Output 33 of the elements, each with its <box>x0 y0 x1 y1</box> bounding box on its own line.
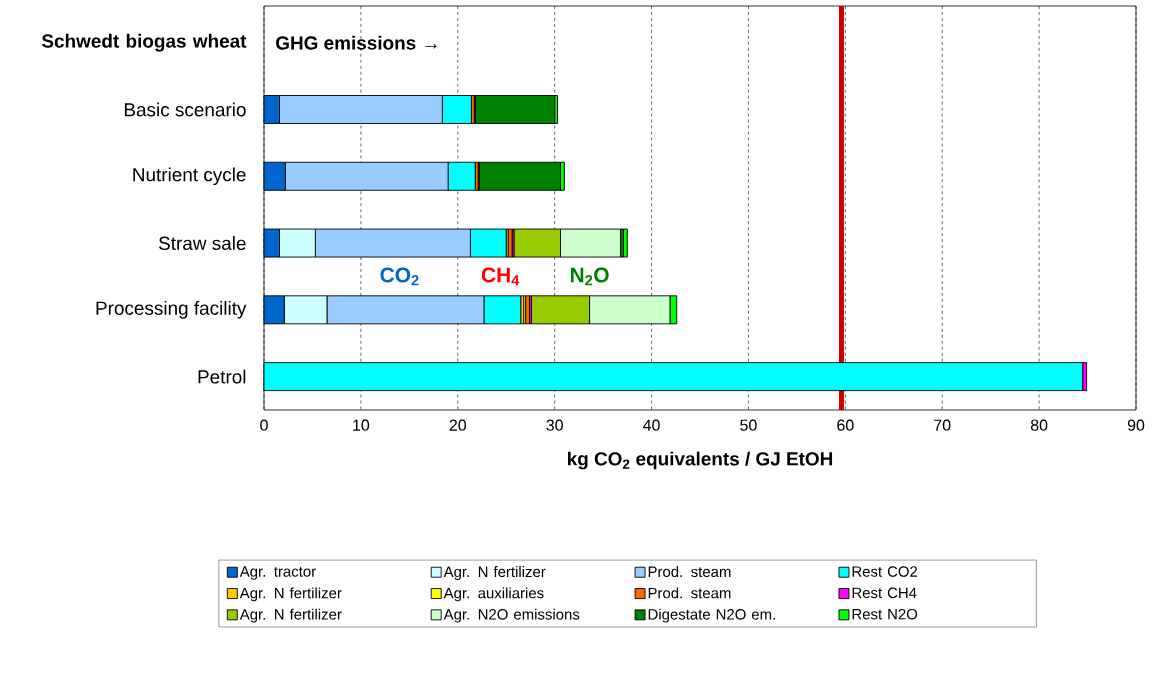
x-axis-title: kg CO$_{2}$ equivalents / GJ EtOH <box>568 451 833 470</box>
y-tick-label: Petrol <box>198 369 246 384</box>
legend-label: Agr. auxiliaries <box>443 587 544 602</box>
legend-label: Rest N2O <box>852 608 918 620</box>
y-tick-label: Straw sale <box>158 236 246 250</box>
annotation: N$_{2}$O <box>570 267 609 286</box>
x-tick-label: 30 <box>546 419 563 431</box>
x-tick-label: 70 <box>934 419 951 431</box>
x-tick-label: 10 <box>353 419 370 431</box>
legend-label: Prod. steam <box>648 587 731 599</box>
x-tick-label: 50 <box>740 419 757 431</box>
x-tick-label: 60 <box>837 419 854 431</box>
legend-label: Agr. N fertilizer <box>443 566 546 580</box>
legend-label: Agr. N2O emissions <box>443 608 580 623</box>
chart-title: Schwedt biogas wheat <box>41 33 247 52</box>
legend-label: Agr. N fertilizer <box>239 587 342 602</box>
annotation: CO$_{2}$ <box>380 267 419 286</box>
y-tick-label: Nutrient cycle <box>133 167 246 186</box>
x-tick-label: 80 <box>1030 419 1048 431</box>
legend-label: Digestate N2O em. <box>648 608 775 623</box>
legend-label: Prod. steam <box>648 566 731 578</box>
x-tick-label: 40 <box>643 419 660 431</box>
legend-label: Agr. N fertilizer <box>239 608 342 623</box>
x-tick-label: 20 <box>449 419 467 431</box>
x-tick-label: 0 <box>260 419 268 431</box>
legend-label: Rest CO2 <box>852 566 918 577</box>
text: GHG emissions → <box>276 35 437 50</box>
legend-label: Agr. tractor <box>239 566 316 580</box>
legend-label: Rest CH4 <box>852 587 917 599</box>
y-tick-label: Processing facility <box>96 301 247 319</box>
annotation: CH$_{4}$ <box>481 267 520 286</box>
x-tick-label: 90 <box>1127 419 1145 431</box>
y-tick-label: Basic scenario <box>124 102 246 117</box>
